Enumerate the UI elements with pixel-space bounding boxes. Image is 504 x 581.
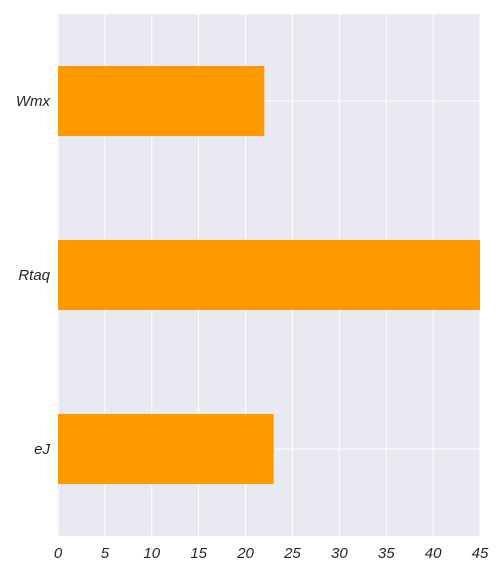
x-tick-label: 15 xyxy=(190,545,207,562)
y-tick-label: eJ xyxy=(34,441,50,458)
bar-ej xyxy=(58,414,274,484)
x-tick-label: 20 xyxy=(236,545,254,562)
x-tick-label: 35 xyxy=(378,545,395,562)
y-tick-label: Rtaq xyxy=(18,267,50,284)
x-tick-label: 25 xyxy=(283,545,301,562)
bar-wmx xyxy=(58,66,265,136)
bars xyxy=(58,66,480,484)
x-tick-label: 10 xyxy=(143,545,160,562)
x-axis-tick-labels: 0 5 10 15 20 25 30 35 40 45 xyxy=(54,545,489,562)
x-tick-label: 5 xyxy=(101,545,110,562)
x-tick-label: 0 xyxy=(54,545,63,562)
x-tick-label: 40 xyxy=(425,545,442,562)
bar-rtaq xyxy=(58,240,480,310)
y-tick-label: Wmx xyxy=(16,93,51,110)
x-tick-label: 30 xyxy=(331,545,348,562)
x-tick-label: 45 xyxy=(472,545,489,562)
y-axis-tick-labels: Wmx Rtaq eJ xyxy=(16,93,51,458)
